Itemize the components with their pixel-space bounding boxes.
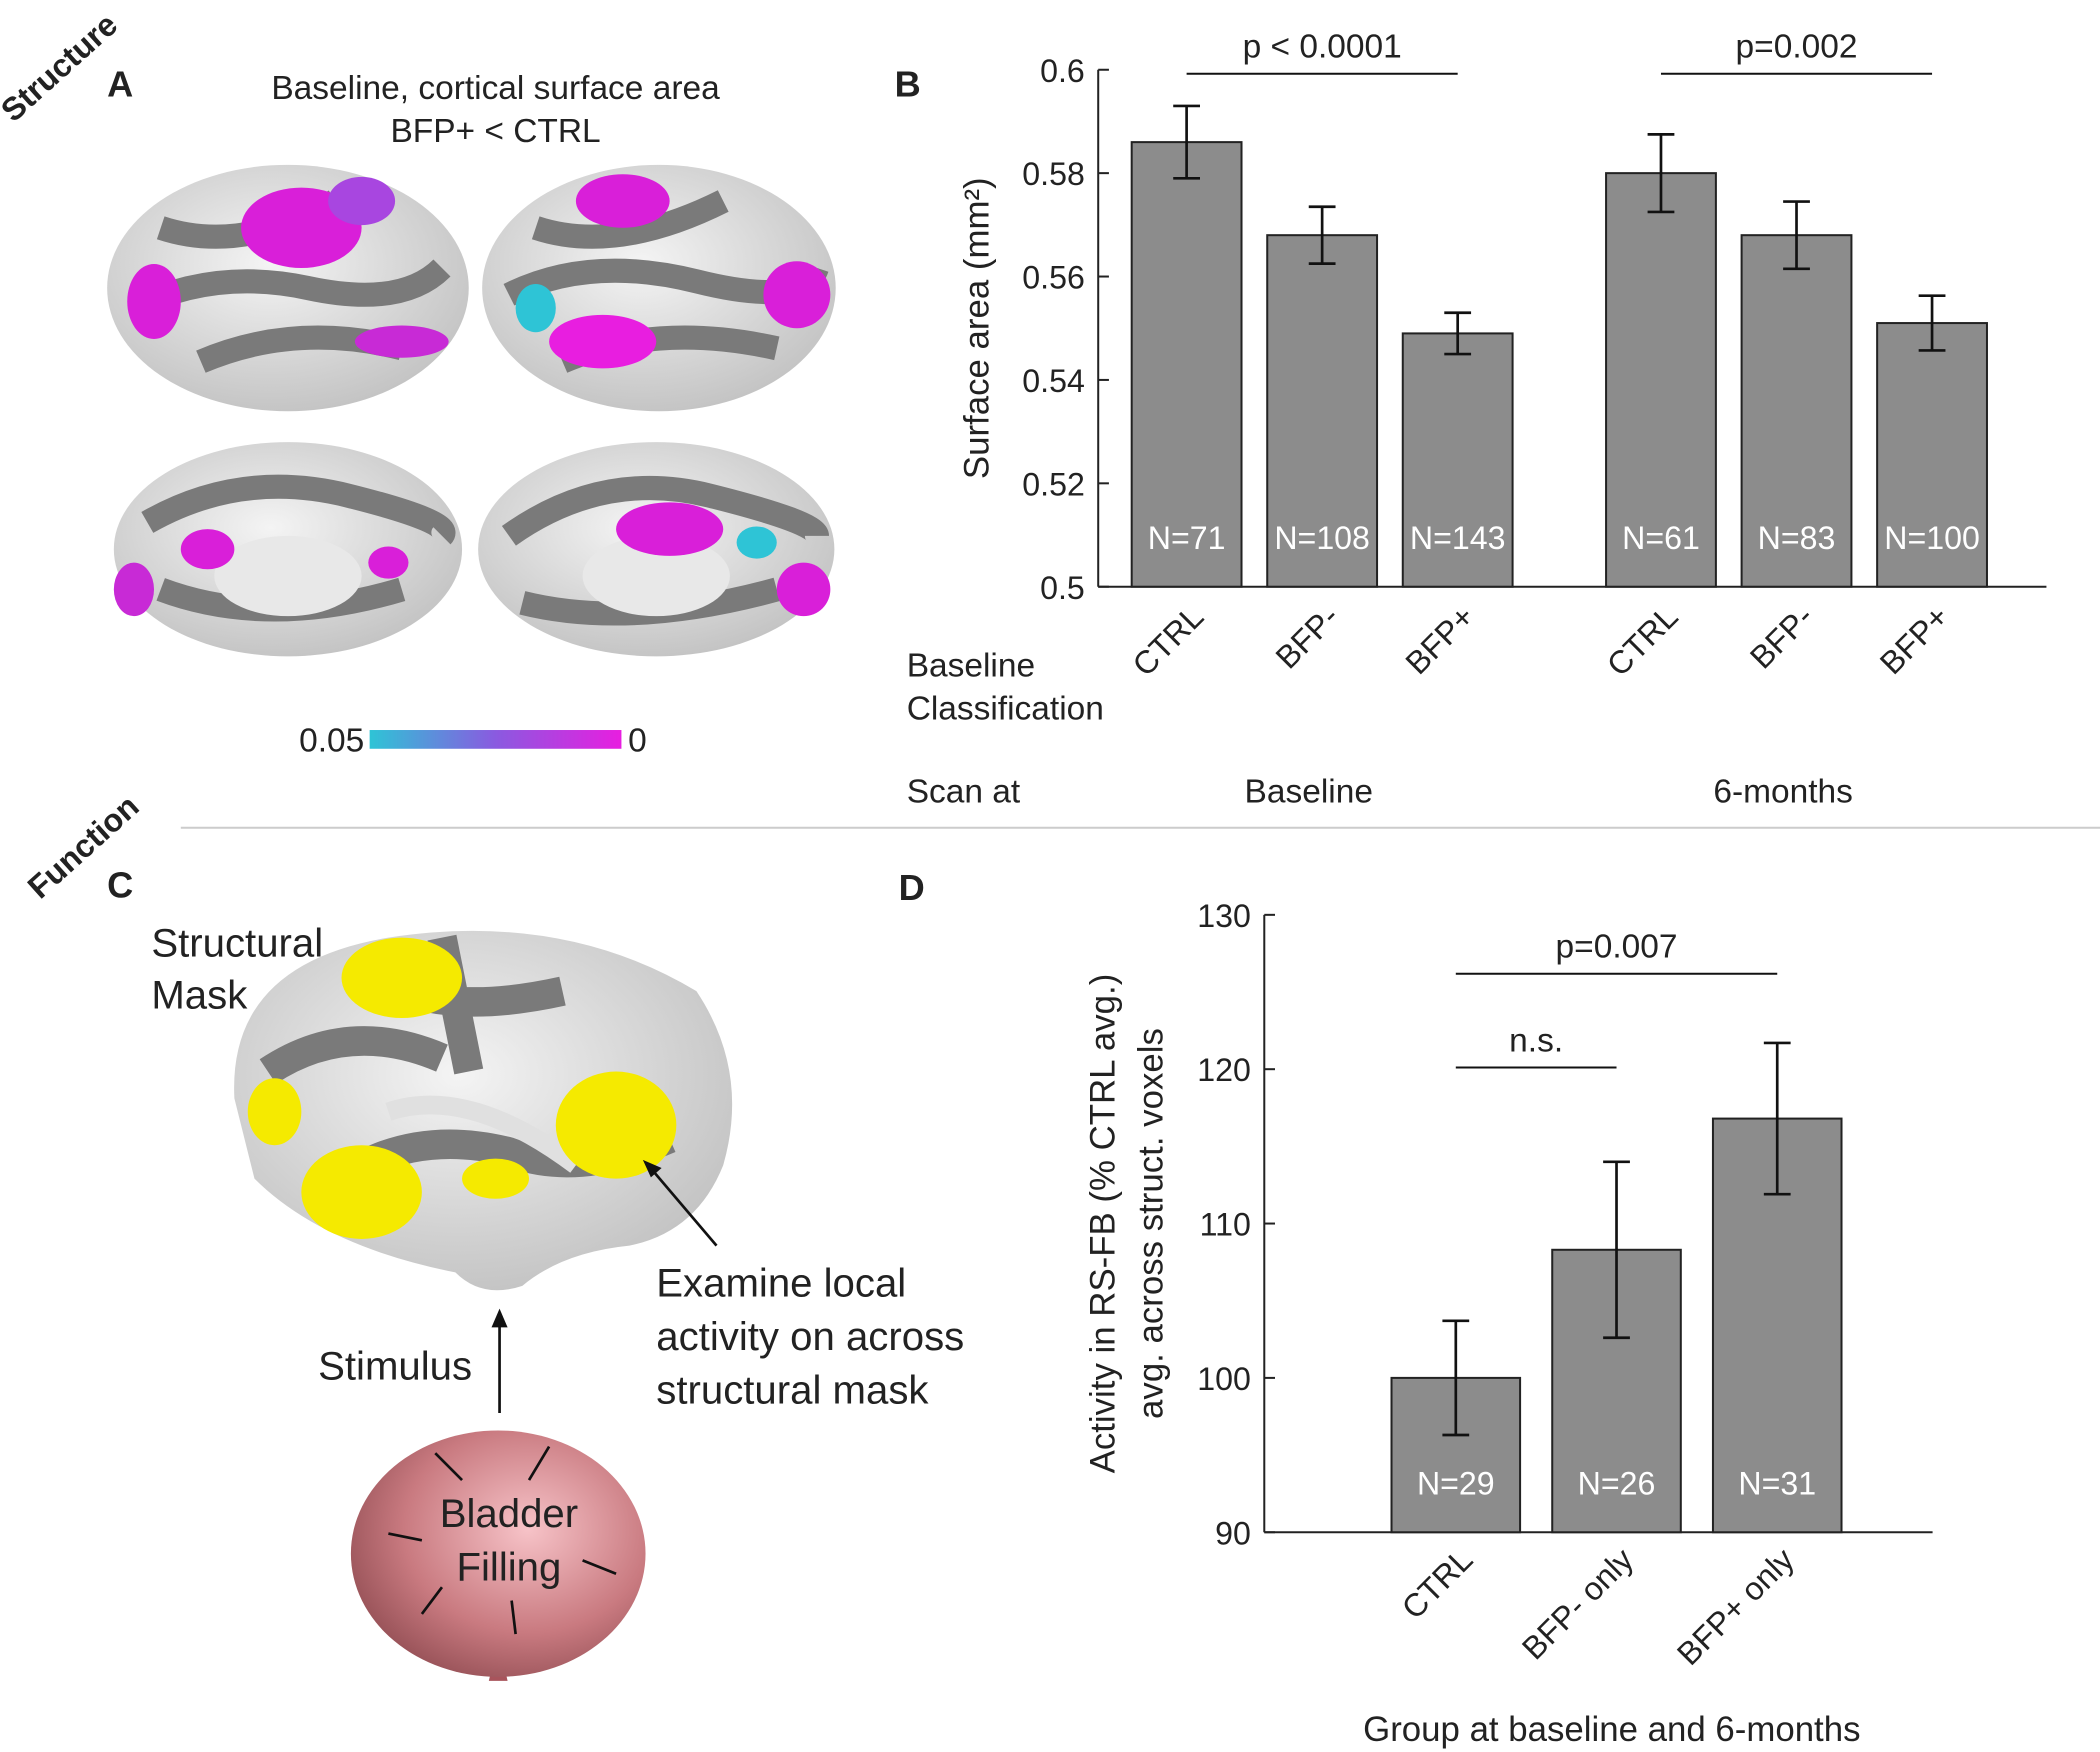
- row-label: Scan at: [907, 773, 1021, 810]
- group-label: Baseline: [1245, 773, 1373, 810]
- bar: [1130, 141, 1243, 588]
- n-label: N=108: [1274, 520, 1370, 556]
- arrowhead: [642, 1159, 662, 1178]
- y-tick-label: 0.5: [1040, 570, 1085, 606]
- panel-title: BFP+ < CTRL: [390, 113, 600, 150]
- annotation: Mask: [151, 973, 248, 1018]
- panel-title: Baseline, cortical surface area: [271, 70, 720, 107]
- y-tick-label: 0.56: [1022, 260, 1085, 296]
- panel-letter: A: [107, 64, 133, 105]
- row-label: Classification: [907, 690, 1104, 727]
- bladder: [350, 1430, 646, 1681]
- panel-letter: D: [899, 867, 925, 908]
- y-tick-label: 0.58: [1022, 156, 1085, 192]
- n-label: N=29: [1417, 1466, 1495, 1502]
- y-axis-label: Activity in RS-FB (% CTRL avg.): [1083, 974, 1122, 1474]
- brain-images: [107, 164, 836, 657]
- annotation: n.s.: [1509, 1022, 1563, 1059]
- annotation: Filling: [456, 1544, 561, 1589]
- y-tick-label: 120: [1197, 1052, 1251, 1088]
- annotation: Examine local: [656, 1261, 906, 1306]
- x-tick-label: CTRL: [1600, 598, 1685, 683]
- n-label: N=26: [1578, 1466, 1656, 1502]
- y-tick-label: 110: [1200, 1207, 1251, 1243]
- annotation: p < 0.0001: [1243, 29, 1402, 66]
- error-bar: [1647, 133, 1675, 214]
- brain-image: [234, 930, 733, 1291]
- y-tick-label: 0.54: [1022, 363, 1085, 399]
- n-label: N=71: [1148, 520, 1226, 556]
- n-label: N=143: [1410, 520, 1506, 556]
- y-tick-label: 100: [1197, 1361, 1251, 1397]
- panel-letter: C: [107, 864, 133, 905]
- x-tick-label: CTRL: [1395, 1541, 1480, 1626]
- bar: [1876, 322, 1988, 588]
- x-tick-label: BFP-: [1743, 598, 1820, 675]
- annotation: p=0.002: [1736, 29, 1858, 66]
- y-tick-label: 0.6: [1040, 53, 1085, 89]
- y-tick-label: 90: [1215, 1515, 1251, 1551]
- bar: [1605, 172, 1717, 588]
- error-bar: [1603, 1160, 1630, 1340]
- bar: [1740, 234, 1853, 588]
- annotation: activity on across: [656, 1314, 964, 1359]
- error-bar: [1763, 1041, 1791, 1196]
- n-label: N=83: [1758, 520, 1836, 556]
- x-tick-label: BFP+: [1873, 598, 1956, 681]
- annotation: structural mask: [656, 1368, 929, 1413]
- error-bar: [1308, 205, 1336, 265]
- y-axis-label: Surface area (mm²): [957, 177, 996, 479]
- n-label: N=100: [1884, 520, 1980, 556]
- error-bar: [1783, 200, 1810, 271]
- error-bar: [1918, 294, 1946, 352]
- y-tick-label: 130: [1197, 898, 1251, 934]
- x-tick-label: BFP+: [1398, 598, 1481, 681]
- error-bar: [1444, 311, 1472, 356]
- annotation: Bladder: [440, 1491, 578, 1536]
- annotation: Structural: [151, 920, 323, 965]
- arrowhead: [491, 1308, 508, 1328]
- arrow: [647, 1164, 718, 1247]
- bar: [1266, 234, 1379, 588]
- annotation: Stimulus: [318, 1344, 472, 1389]
- y-axis-label: avg. across struct. voxels: [1132, 1028, 1171, 1419]
- error-bar: [1173, 104, 1200, 180]
- row-label: Structure: [0, 6, 124, 128]
- group-label: 6-months: [1713, 773, 1853, 810]
- x-tick-label: BFP-: [1269, 598, 1346, 675]
- bar: [1401, 332, 1514, 588]
- error-bar: [1442, 1319, 1470, 1437]
- n-label: N=61: [1622, 520, 1700, 556]
- colorbar-label: 0.05: [299, 722, 364, 759]
- x-axis-label: Group at baseline and 6-months: [1363, 1710, 1860, 1749]
- y-tick-label: 0.52: [1022, 466, 1085, 502]
- row-label: Baseline: [907, 647, 1035, 684]
- x-tick-label: BFP+ only: [1670, 1541, 1801, 1672]
- x-tick-label: BFP- only: [1515, 1541, 1640, 1666]
- colorbar: [369, 730, 622, 749]
- annotation: p=0.007: [1556, 929, 1678, 966]
- colorbar-label: 0: [628, 722, 647, 759]
- n-label: N=31: [1738, 1466, 1816, 1502]
- panel-letter: B: [895, 64, 921, 105]
- x-tick-label: CTRL: [1126, 598, 1211, 683]
